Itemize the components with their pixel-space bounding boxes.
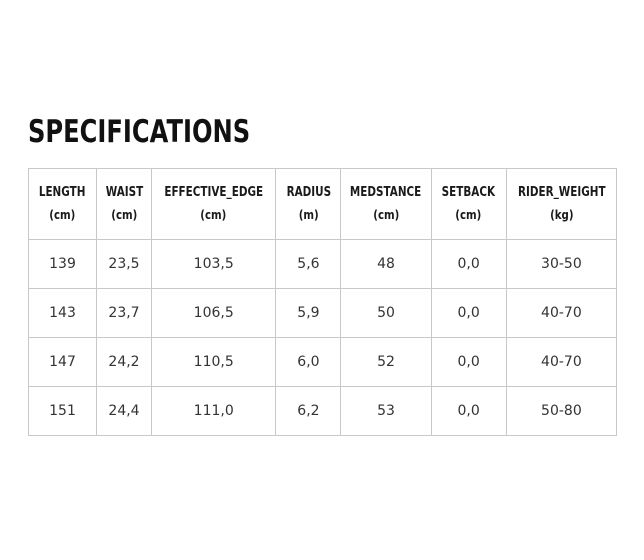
table-cell: 24,4 — [96, 386, 152, 436]
column-header-unit: (kg) — [507, 204, 617, 226]
table-cell: 110,5 — [150, 337, 277, 387]
table-cell: 50 — [340, 288, 432, 338]
column-header-label: LENGTH — [39, 185, 86, 200]
table-cell: 139 — [28, 239, 97, 289]
unit-text: (kg) — [549, 208, 574, 222]
table-cell: 23,5 — [96, 239, 152, 289]
column-header-label: RIDER_WEIGHT — [517, 185, 606, 200]
table-cell: 0,0 — [430, 239, 507, 289]
column-header: WAIST (cm) — [96, 168, 152, 240]
column-header-label: MEDSTANCE — [350, 185, 422, 200]
column-header-label: SETBACK — [441, 185, 496, 200]
page-title: SPECIFICATIONS — [28, 114, 251, 150]
table-cell: 40-70 — [505, 288, 618, 338]
table-cell: 143 — [28, 288, 97, 338]
unit-text: (cm) — [49, 208, 76, 222]
column-header: SETBACK (cm) — [430, 168, 507, 240]
table-cell: 0,0 — [430, 386, 507, 436]
table-cell: 6,0 — [275, 337, 342, 387]
header-row: LENGTH (cm) WAIST (cm) EFFECTIVE_EDGE (cm) RAD… — [28, 168, 618, 240]
table-cell: 106,5 — [150, 288, 277, 338]
table-cell: 103,5 — [150, 239, 277, 289]
table-cell: 5,9 — [275, 288, 342, 338]
table-cell: 147 — [28, 337, 97, 387]
table-cell: 24,2 — [96, 337, 152, 387]
unit-text: (cm) — [373, 208, 400, 222]
column-header-unit: (cm) — [97, 204, 151, 226]
column-header-unit: (cm) — [152, 204, 275, 226]
table-cell: 0,0 — [430, 337, 507, 387]
column-header: EFFECTIVE_EDGE (cm) — [150, 168, 277, 240]
table-cell: 151 — [28, 386, 97, 436]
column-header-label: RADIUS — [286, 185, 331, 200]
table-cell: 30-50 — [505, 239, 618, 289]
table-cell: 50-80 — [505, 386, 618, 436]
unit-text: (m) — [298, 208, 319, 222]
table-cell: 0,0 — [430, 288, 507, 338]
table-cell: 53 — [340, 386, 432, 436]
unit-text: (cm) — [200, 208, 227, 222]
table-row: 139 23,5 103,5 5,6 48 0,0 30-50 — [28, 239, 618, 289]
table-cell: 52 — [340, 337, 432, 387]
column-header-unit: (cm) — [29, 204, 96, 226]
column-header: RIDER_WEIGHT (kg) — [505, 168, 618, 240]
table-cell: 111,0 — [150, 386, 277, 436]
unit-text: (cm) — [455, 208, 482, 222]
column-header-unit: (cm) — [432, 204, 506, 226]
unit-text: (cm) — [110, 208, 138, 222]
specifications-table: LENGTH (cm) WAIST (cm) EFFECTIVE_EDGE (cm) RAD… — [28, 168, 618, 436]
column-header-unit: (m) — [276, 204, 340, 226]
table-row: 143 23,7 106,5 5,9 50 0,0 40-70 — [28, 288, 618, 338]
table-cell: 48 — [340, 239, 432, 289]
column-header: RADIUS (m) — [275, 168, 342, 240]
table-cell: 6,2 — [275, 386, 342, 436]
table-row: 151 24,4 111,0 6,2 53 0,0 50-80 — [28, 386, 618, 436]
table-row: 147 24,2 110,5 6,0 52 0,0 40-70 — [28, 337, 618, 387]
table-cell: 5,6 — [275, 239, 342, 289]
table-cell: 40-70 — [505, 337, 618, 387]
column-header-label: WAIST — [105, 185, 143, 200]
column-header: MEDSTANCE (cm) — [340, 168, 432, 240]
column-header-label: EFFECTIVE_EDGE — [164, 185, 264, 200]
column-header-unit: (cm) — [341, 204, 430, 226]
table-cell: 23,7 — [96, 288, 152, 338]
column-header: LENGTH (cm) — [28, 168, 97, 240]
